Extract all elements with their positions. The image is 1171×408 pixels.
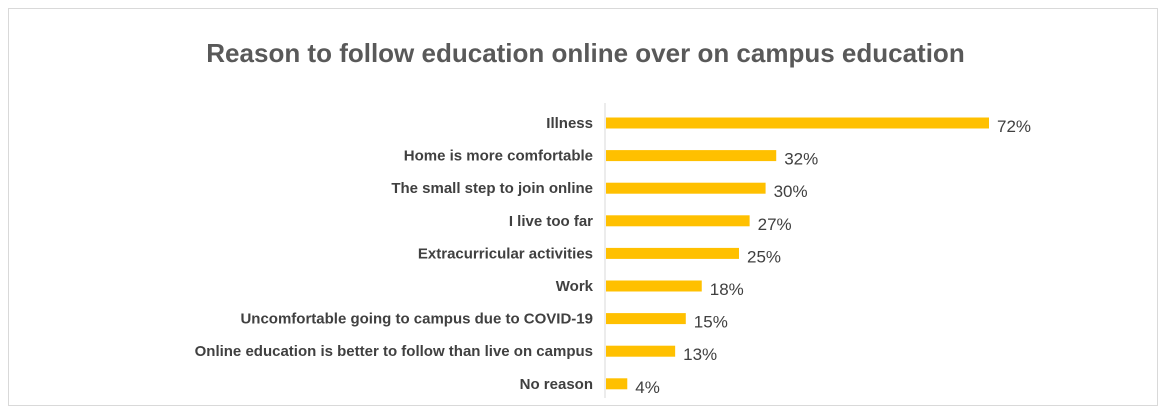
bar-8 (606, 378, 628, 390)
bar-6 (606, 313, 686, 325)
value-labels-group: 72% 32% 30% 27% 25%18% 15% 13% 4% (635, 117, 1031, 397)
category-label-0: Illness (546, 115, 593, 132)
chart-frame (8, 8, 1158, 406)
bar-7 (606, 345, 676, 357)
chart-title: Reason to follow education online over o… (206, 38, 965, 68)
category-label-2: The small step to join online (391, 180, 593, 197)
bar-0 (606, 117, 989, 129)
value-label-5: 18% (710, 280, 744, 299)
bar-1 (606, 150, 777, 162)
category-labels-group: Illness Home is more comfortable The small… (195, 115, 594, 393)
bar-5 (606, 280, 702, 292)
category-label-5: Work (556, 278, 594, 295)
value-label-0: 72% (997, 117, 1031, 136)
value-label-8: 4% (635, 378, 660, 397)
category-label-6: Uncomfortable going to campus due to COV… (240, 311, 593, 328)
category-label-8: No reason (520, 376, 593, 393)
category-label-7: Online education is better to follow tha… (195, 343, 593, 360)
bar-3 (606, 215, 750, 227)
bar-2 (606, 182, 766, 194)
value-label-7: 13% (683, 345, 717, 364)
value-label-1: 32% (784, 150, 818, 169)
value-label-4: 25% (747, 247, 781, 266)
value-label-3: 27% (758, 215, 792, 234)
value-label-6: 15% (694, 313, 728, 332)
category-label-1: Home is more comfortable (404, 148, 593, 165)
category-label-3: I live too far (509, 213, 593, 230)
bar-4 (606, 247, 739, 259)
value-label-2: 30% (774, 182, 808, 201)
bars-group (606, 117, 989, 390)
category-label-4: Extracurricular activities (418, 245, 593, 262)
